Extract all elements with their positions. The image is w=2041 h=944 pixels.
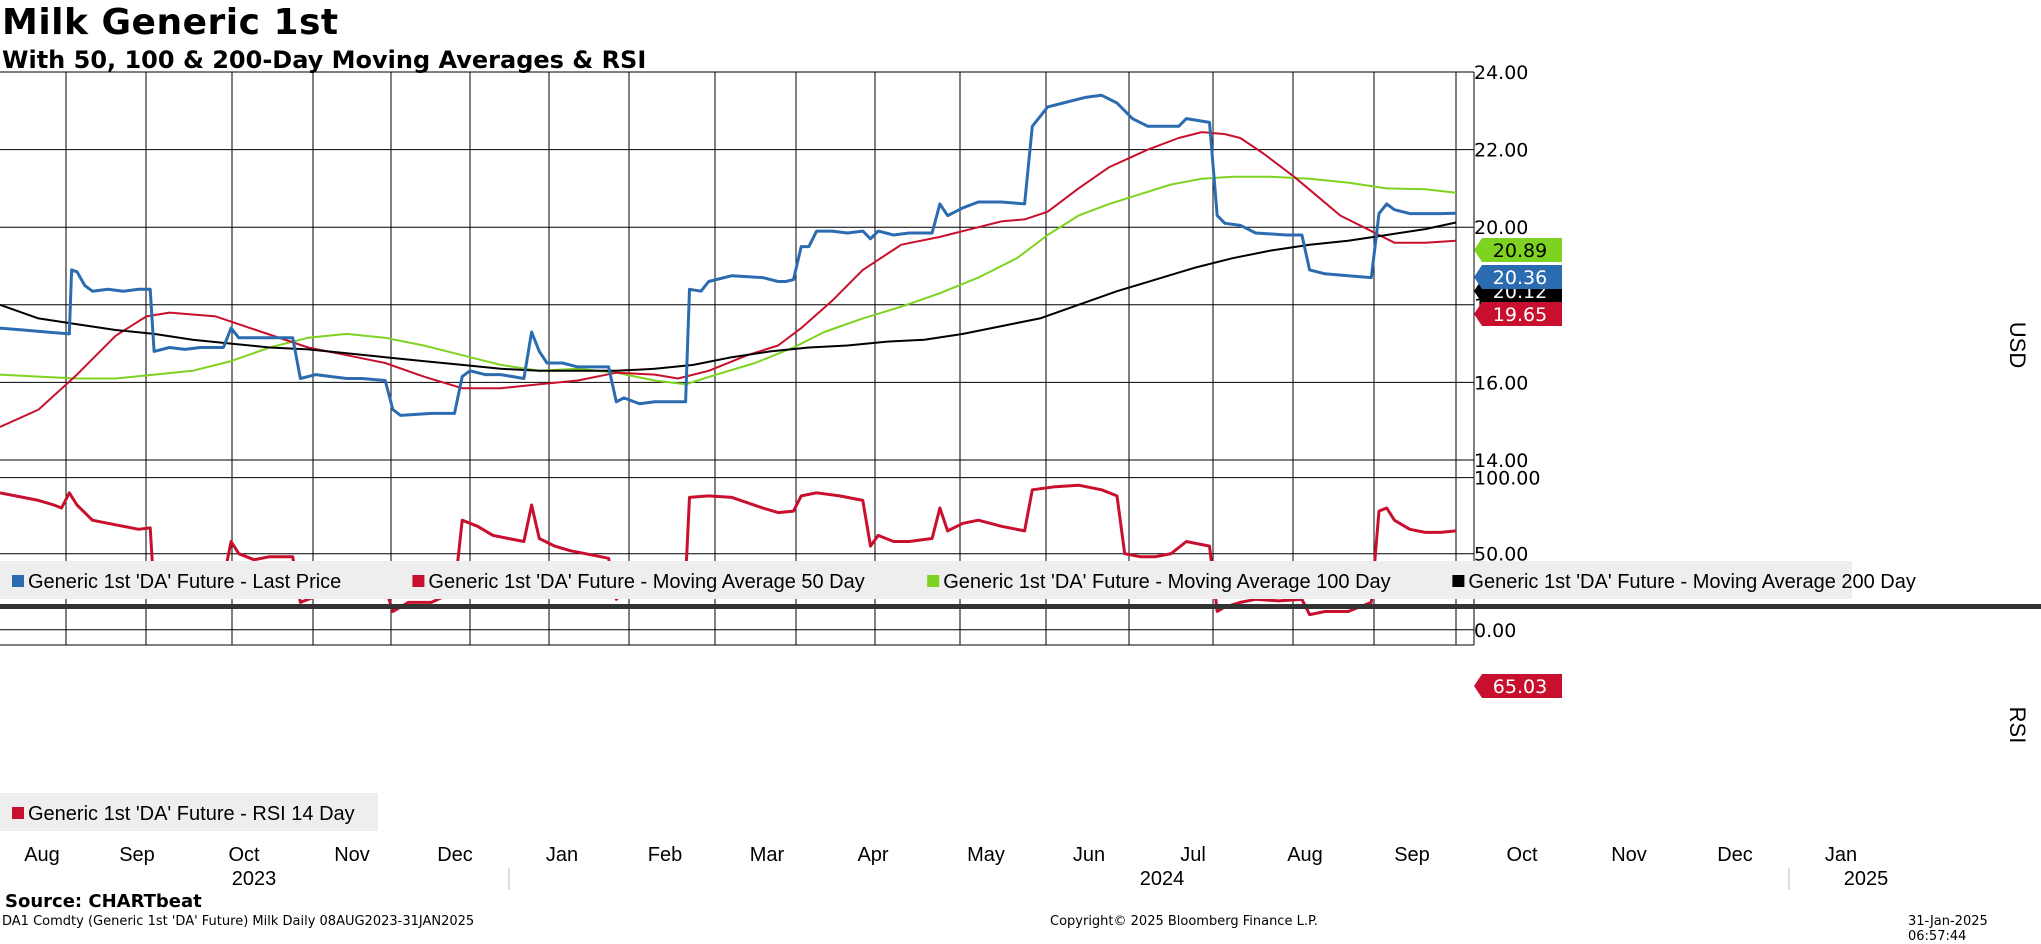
price-series-lines	[0, 93, 1457, 428]
legend-box	[0, 561, 1852, 599]
y-tick-label: 24.00	[1474, 62, 1528, 84]
x-tick-label: Nov	[1611, 844, 1647, 866]
x-tick-label: Jun	[1073, 844, 1105, 866]
y-tick-label: 100.00	[1474, 468, 1540, 490]
ma200-line	[0, 221, 1457, 372]
ma100-last-tag: 20.89	[1493, 240, 1547, 262]
x-tick-label: Oct	[1506, 844, 1538, 866]
plot-frame	[0, 71, 2041, 646]
x-tick-label: Oct	[228, 844, 260, 866]
legend-label: Generic 1st 'DA' Future - Moving Average…	[428, 571, 864, 593]
y-axis-title: USD	[2005, 322, 2030, 368]
legend-swatch	[1452, 575, 1465, 587]
x-tick-label: Aug	[24, 844, 60, 866]
ma50-last-tag-bg	[1474, 302, 1562, 326]
legend-label: Generic 1st 'DA' Future - Moving Average…	[943, 571, 1390, 593]
legend-swatch	[927, 575, 940, 587]
y-tick-label: 16.00	[1474, 372, 1528, 394]
ma100-last-tag-bg	[1474, 238, 1562, 262]
timestamp: 31-Jan-2025 06:57:44	[1908, 914, 1988, 944]
legend-swatch	[12, 807, 24, 819]
x-year-label: 2023	[232, 868, 277, 890]
y-tick-label: 22.00	[1474, 140, 1528, 162]
x-tick-label: May	[967, 844, 1005, 866]
legend-swatch	[12, 575, 24, 587]
x-tick-label: Dec	[437, 844, 473, 866]
last-price-line	[0, 93, 1457, 417]
rsi-last-tag: 65.03	[1493, 676, 1547, 698]
chart-title: Milk Generic 1st	[2, 2, 339, 43]
x-tick-label: Sep	[119, 844, 155, 866]
ticker-line: DA1 Comdty (Generic 1st 'DA' Future) Mil…	[2, 914, 475, 929]
y-tick-label: 0.00	[1474, 620, 1516, 642]
y-tick-label: 50.00	[1474, 544, 1528, 566]
panel-separator	[0, 604, 2041, 609]
rsi-axis-title: RSI	[2005, 707, 2030, 744]
ma100-line	[0, 175, 1457, 386]
last-price-tag: 20.36	[1493, 267, 1547, 289]
x-tick-label: Apr	[857, 844, 888, 866]
legend-label: Generic 1st 'DA' Future - Moving Average…	[1468, 571, 1915, 593]
x-tick-label: Nov	[334, 844, 370, 866]
x-tick-label: Jan	[1825, 844, 1857, 866]
x-tick-label: Jul	[1180, 844, 1206, 866]
legend-box	[0, 793, 378, 831]
last-price-tag-bg	[1474, 265, 1562, 289]
rsi-last-tag-bg	[1474, 674, 1562, 698]
source-note: Source: CHARTbeat	[5, 891, 202, 912]
legend-label: Generic 1st 'DA' Future - RSI 14 Day	[28, 803, 355, 825]
x-tick-label: Sep	[1394, 844, 1430, 866]
y-tick-label: 14.00	[1474, 450, 1528, 472]
x-tick-label: Dec	[1717, 844, 1753, 866]
x-tick-label: Feb	[648, 844, 682, 866]
x-tick-label: Jan	[546, 844, 578, 866]
x-tick-label: Mar	[750, 844, 785, 866]
legend-label: Generic 1st 'DA' Future - Last Price	[28, 571, 341, 593]
x-tick-label: Aug	[1287, 844, 1323, 866]
legend-swatch	[412, 575, 425, 587]
y-tick-label: 20.00	[1474, 217, 1528, 239]
x-year-label: 2025	[1844, 868, 1889, 890]
chart-subtitle: With 50, 100 & 200-Day Moving Averages &…	[2, 46, 647, 74]
ma50-last-tag: 19.65	[1493, 304, 1547, 326]
copyright-note: Copyright© 2025 Bloomberg Finance L.P.	[1050, 914, 1318, 929]
legends: Generic 1st 'DA' Future - Last Price Gene…	[0, 561, 1916, 831]
x-year-label: 2024	[1140, 868, 1185, 890]
